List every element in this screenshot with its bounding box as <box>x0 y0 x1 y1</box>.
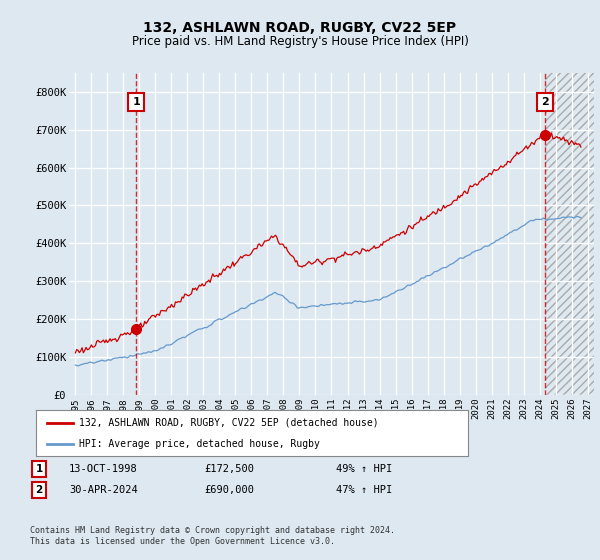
Text: 13-OCT-1998: 13-OCT-1998 <box>69 464 138 474</box>
Bar <box>545 73 596 395</box>
Text: HPI: Average price, detached house, Rugby: HPI: Average price, detached house, Rugb… <box>79 439 320 449</box>
Text: 1: 1 <box>132 97 140 107</box>
Text: 132, ASHLAWN ROAD, RUGBY, CV22 5EP: 132, ASHLAWN ROAD, RUGBY, CV22 5EP <box>143 21 457 35</box>
Text: Contains HM Land Registry data © Crown copyright and database right 2024.: Contains HM Land Registry data © Crown c… <box>30 526 395 535</box>
Text: 49% ↑ HPI: 49% ↑ HPI <box>336 464 392 474</box>
Text: 47% ↑ HPI: 47% ↑ HPI <box>336 485 392 495</box>
Text: £690,000: £690,000 <box>204 485 254 495</box>
Text: 2: 2 <box>35 485 43 495</box>
Text: This data is licensed under the Open Government Licence v3.0.: This data is licensed under the Open Gov… <box>30 538 335 547</box>
Text: 1: 1 <box>35 464 43 474</box>
Text: £172,500: £172,500 <box>204 464 254 474</box>
Text: 2: 2 <box>541 97 549 107</box>
Bar <box>545 73 596 395</box>
Text: 30-APR-2024: 30-APR-2024 <box>69 485 138 495</box>
Text: 132, ASHLAWN ROAD, RUGBY, CV22 5EP (detached house): 132, ASHLAWN ROAD, RUGBY, CV22 5EP (deta… <box>79 418 379 428</box>
Text: Price paid vs. HM Land Registry's House Price Index (HPI): Price paid vs. HM Land Registry's House … <box>131 35 469 48</box>
